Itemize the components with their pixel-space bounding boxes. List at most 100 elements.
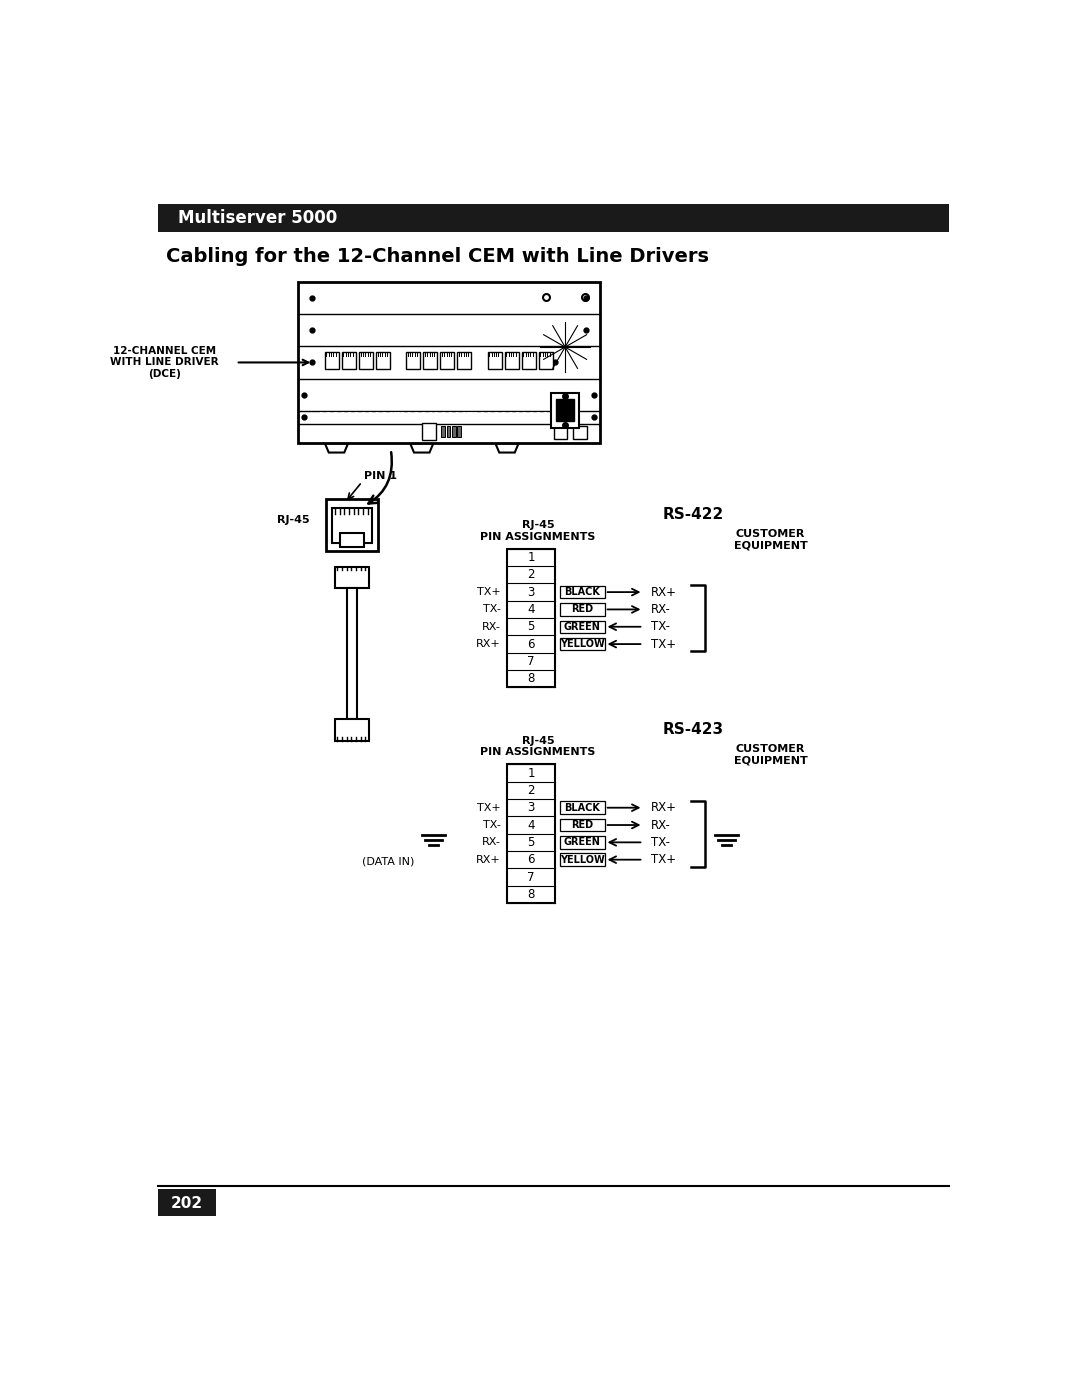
Text: BLACK: BLACK xyxy=(564,803,600,813)
Text: RX+: RX+ xyxy=(651,802,677,814)
Text: 7: 7 xyxy=(527,870,535,883)
Bar xyxy=(551,393,579,427)
Bar xyxy=(441,352,455,369)
Text: 4: 4 xyxy=(527,604,535,616)
Circle shape xyxy=(530,313,600,381)
Text: TX-: TX- xyxy=(483,820,501,830)
Bar xyxy=(348,588,356,719)
Text: RS-423: RS-423 xyxy=(662,722,724,738)
Bar xyxy=(340,534,364,548)
Text: 6: 6 xyxy=(527,854,535,866)
Polygon shape xyxy=(496,443,518,453)
Bar xyxy=(488,352,501,369)
Bar xyxy=(332,509,373,542)
Text: RJ-45
PIN ASSIGNMENTS: RJ-45 PIN ASSIGNMENTS xyxy=(481,736,596,757)
Bar xyxy=(559,585,605,598)
Bar xyxy=(326,499,378,550)
Text: RJ-45
PIN ASSIGNMENTS: RJ-45 PIN ASSIGNMENTS xyxy=(481,520,596,542)
Text: TX-: TX- xyxy=(651,835,671,849)
Text: TX-: TX- xyxy=(483,605,501,615)
Text: RED: RED xyxy=(571,820,593,830)
Text: 1: 1 xyxy=(527,550,535,564)
Bar xyxy=(159,204,948,232)
Bar xyxy=(504,352,518,369)
Ellipse shape xyxy=(489,426,548,437)
Text: RX+: RX+ xyxy=(651,585,677,598)
Bar xyxy=(335,567,369,588)
Bar xyxy=(376,352,390,369)
Text: GREEN: GREEN xyxy=(564,837,600,848)
Polygon shape xyxy=(410,443,433,453)
Bar xyxy=(539,352,553,369)
Bar xyxy=(406,352,420,369)
Text: RX-: RX- xyxy=(482,837,501,848)
Text: PIN 1: PIN 1 xyxy=(364,471,396,481)
Text: RX-: RX- xyxy=(482,622,501,631)
Bar xyxy=(559,620,605,633)
Bar xyxy=(559,819,605,831)
Bar xyxy=(458,352,471,369)
Bar xyxy=(572,426,586,440)
Bar xyxy=(554,426,567,440)
Text: 6: 6 xyxy=(527,637,535,651)
Bar xyxy=(159,1189,216,1217)
Bar xyxy=(335,719,369,740)
Bar xyxy=(325,352,339,369)
Text: 8: 8 xyxy=(527,888,535,901)
Text: RX-: RX- xyxy=(651,604,671,616)
Text: TX+: TX+ xyxy=(477,587,501,597)
Bar xyxy=(359,352,373,369)
Text: 1: 1 xyxy=(527,767,535,780)
Bar xyxy=(458,426,461,437)
Text: TX+: TX+ xyxy=(651,637,676,651)
Text: Multiserver 5000: Multiserver 5000 xyxy=(177,210,337,228)
Text: YELLOW: YELLOW xyxy=(559,855,605,865)
Ellipse shape xyxy=(462,387,552,404)
Ellipse shape xyxy=(315,409,404,426)
Text: 5: 5 xyxy=(527,620,535,633)
Text: TX+: TX+ xyxy=(651,854,676,866)
Ellipse shape xyxy=(389,387,478,404)
Bar xyxy=(342,352,356,369)
Text: 3: 3 xyxy=(527,585,535,598)
Bar xyxy=(559,802,605,814)
Text: 2: 2 xyxy=(527,569,535,581)
Bar xyxy=(559,837,605,848)
Bar xyxy=(298,282,600,443)
Text: 2: 2 xyxy=(527,784,535,796)
Text: RX+: RX+ xyxy=(476,855,501,865)
Bar xyxy=(522,352,536,369)
Text: TX+: TX+ xyxy=(477,803,501,813)
Text: YELLOW: YELLOW xyxy=(559,638,605,650)
Text: (DATA IN): (DATA IN) xyxy=(362,856,414,866)
Text: 7: 7 xyxy=(527,655,535,668)
Ellipse shape xyxy=(315,387,404,404)
Text: CUSTOMER
EQUIPMENT: CUSTOMER EQUIPMENT xyxy=(733,745,808,766)
Text: BLACK: BLACK xyxy=(564,587,600,597)
Bar xyxy=(441,426,445,437)
Text: 12-CHANNEL CEM
WITH LINE DRIVER
(DCE): 12-CHANNEL CEM WITH LINE DRIVER (DCE) xyxy=(110,346,218,379)
Text: 3: 3 xyxy=(527,802,535,814)
Text: CUSTOMER
EQUIPMENT: CUSTOMER EQUIPMENT xyxy=(733,528,808,550)
Text: GREEN: GREEN xyxy=(564,622,600,631)
Text: 5: 5 xyxy=(527,835,535,849)
Ellipse shape xyxy=(462,409,552,426)
Text: 8: 8 xyxy=(527,672,535,685)
Bar xyxy=(423,352,437,369)
Text: RX+: RX+ xyxy=(476,638,501,650)
Polygon shape xyxy=(325,443,348,453)
Text: RX-: RX- xyxy=(651,819,671,831)
Ellipse shape xyxy=(389,409,478,426)
Text: 202: 202 xyxy=(171,1196,203,1211)
Bar xyxy=(451,426,456,437)
Text: RS-422: RS-422 xyxy=(662,507,724,521)
Circle shape xyxy=(559,341,571,353)
Text: RJ-45: RJ-45 xyxy=(276,515,309,525)
Bar xyxy=(559,638,605,651)
Bar xyxy=(556,400,575,420)
Text: TX-: TX- xyxy=(651,620,671,633)
Bar xyxy=(507,764,555,902)
Bar xyxy=(559,854,605,866)
Text: RED: RED xyxy=(571,605,593,615)
Bar xyxy=(446,426,450,437)
